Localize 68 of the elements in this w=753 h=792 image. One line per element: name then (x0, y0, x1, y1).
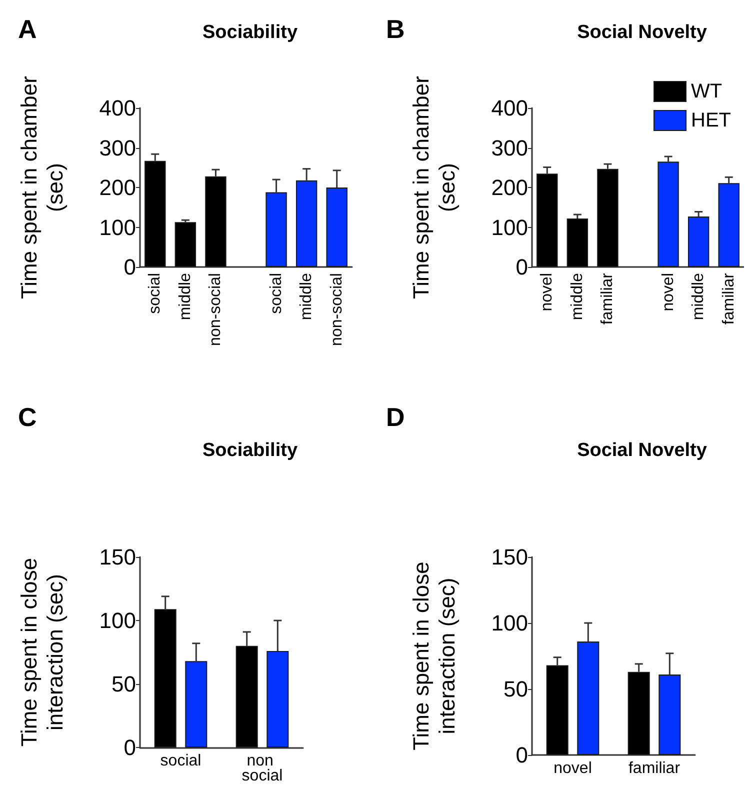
x-tick-label: social (146, 273, 164, 314)
x-tick-label: middle (690, 272, 708, 320)
text: A (18, 14, 37, 44)
bar (185, 661, 208, 748)
bar (577, 641, 600, 755)
y-tick-label: 150 (491, 544, 528, 570)
y-tick-label: 100 (99, 214, 136, 240)
x-tick-label: middle (176, 272, 194, 320)
x-tick-label: novel (660, 273, 677, 312)
bar (566, 218, 588, 267)
y-tick-label: 300 (99, 135, 136, 160)
chart-title: Social Novelty (577, 22, 708, 43)
chart-title: Sociability (202, 22, 298, 43)
bar (326, 188, 348, 267)
x-tick-label: familiar (720, 272, 738, 325)
x-tick-label: novel (538, 273, 556, 312)
bar (597, 168, 618, 267)
y-axis-title: Time spent in chamber (sec) (408, 76, 460, 299)
y-tick-label: 0 (124, 735, 136, 760)
y-tick-label: 400 (99, 96, 136, 120)
x-tick-label: middle (568, 272, 586, 320)
chart-title: Social Novelty (577, 440, 708, 461)
legend-label: HET (691, 110, 731, 132)
bar (205, 176, 226, 267)
y-tick-label: 50 (504, 676, 528, 702)
bar (144, 160, 166, 267)
y-tick-label: 100 (491, 610, 528, 636)
bar (658, 674, 681, 755)
y-tick-label: 200 (99, 175, 136, 200)
text: B (386, 14, 405, 44)
bar (536, 174, 558, 267)
bar (236, 646, 258, 748)
y-tick-label: 0 (124, 254, 136, 280)
y-axis-title: Time spent in chamber (sec) (16, 76, 68, 299)
bar (174, 222, 196, 267)
x-tick-label: familiar (599, 272, 616, 325)
y-tick-label: 100 (99, 608, 136, 633)
bar (266, 650, 289, 748)
y-tick-label: 300 (491, 135, 528, 160)
x-tick-label: non social (242, 752, 283, 784)
legend-label: WT (691, 80, 722, 102)
x-tick-label: familiar (628, 760, 681, 777)
y-tick-label: 150 (99, 544, 136, 570)
bar (718, 183, 740, 267)
bar (266, 192, 287, 267)
bar (154, 609, 176, 748)
y-tick-label: 0 (516, 742, 528, 768)
y-axis-title: Time spent in close interaction (sec) (16, 558, 68, 747)
y-axis-title: Time spent in close interaction (sec) (408, 562, 460, 750)
chart-title: Sociability (202, 440, 298, 461)
bar (658, 162, 679, 267)
bar (546, 665, 568, 755)
y-tick-label: 400 (491, 96, 528, 120)
bar (296, 180, 318, 267)
x-tick-label: non-social (207, 273, 224, 346)
x-tick-label: non-social (328, 273, 346, 346)
x-tick-label: middle (298, 272, 316, 320)
bar (628, 672, 650, 755)
y-tick-label: 0 (516, 254, 528, 280)
x-tick-label: social (160, 752, 202, 770)
y-tick-label: 50 (112, 672, 136, 696)
text: C (18, 402, 37, 432)
x-tick-label: social (268, 273, 285, 314)
y-tick-label: 200 (491, 175, 528, 200)
text: D (386, 402, 405, 432)
bar (688, 216, 710, 267)
y-tick-label: 100 (491, 214, 528, 240)
x-tick-label: novel (554, 760, 592, 777)
